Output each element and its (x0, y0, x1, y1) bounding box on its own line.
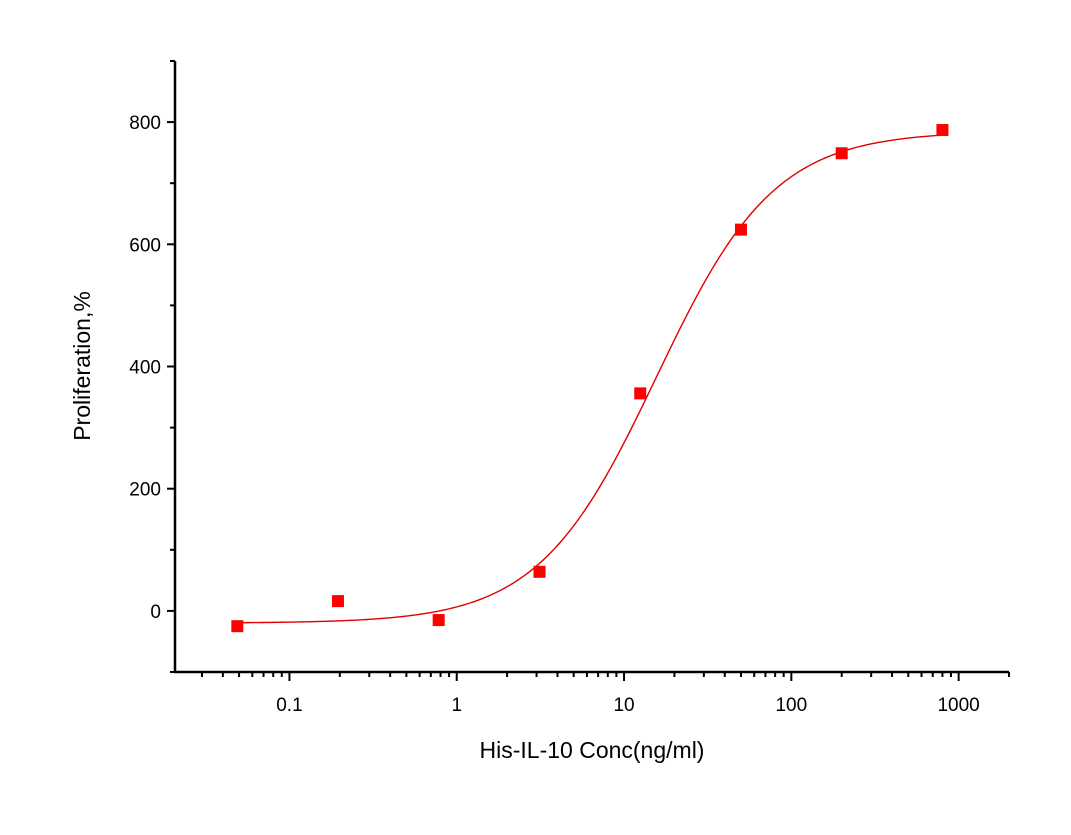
y-axis-ticks: 0 200 400 600 800 (129, 60, 175, 673)
y-tick-label: 0 (150, 602, 161, 623)
y-axis-title: Proliferation,% (69, 291, 95, 441)
data-point-marker (231, 620, 244, 633)
x-tick-label: 100 (775, 695, 807, 716)
x-tick-label: 1 (451, 695, 462, 716)
data-point-marker (734, 223, 747, 236)
y-tick-label: 200 (129, 480, 161, 501)
x-axis-title: His-IL-10 Conc(ng/ml) (480, 737, 705, 763)
data-point-marker (936, 124, 949, 137)
axes-layer: 0 200 400 600 800 0.1 1 10 100 1000 (129, 60, 1010, 716)
x-tick-label: 1000 (937, 695, 979, 716)
y-tick-label: 400 (129, 358, 161, 379)
data-point-marker (835, 147, 848, 160)
y-tick-label: 600 (129, 235, 161, 256)
y-tick-label: 800 (129, 113, 161, 134)
fit-curve (237, 134, 943, 624)
x-tick-label: 0.1 (276, 695, 302, 716)
data-point-marker (533, 565, 546, 578)
data-point-marker (432, 614, 445, 627)
x-axis-ticks: 0.1 1 10 100 1000 (200, 672, 1010, 716)
x-tick-label: 10 (613, 695, 634, 716)
fit-curve-layer (237, 134, 943, 624)
data-point-marker (634, 387, 647, 400)
data-points-layer (231, 124, 949, 633)
data-point-marker (331, 595, 344, 608)
